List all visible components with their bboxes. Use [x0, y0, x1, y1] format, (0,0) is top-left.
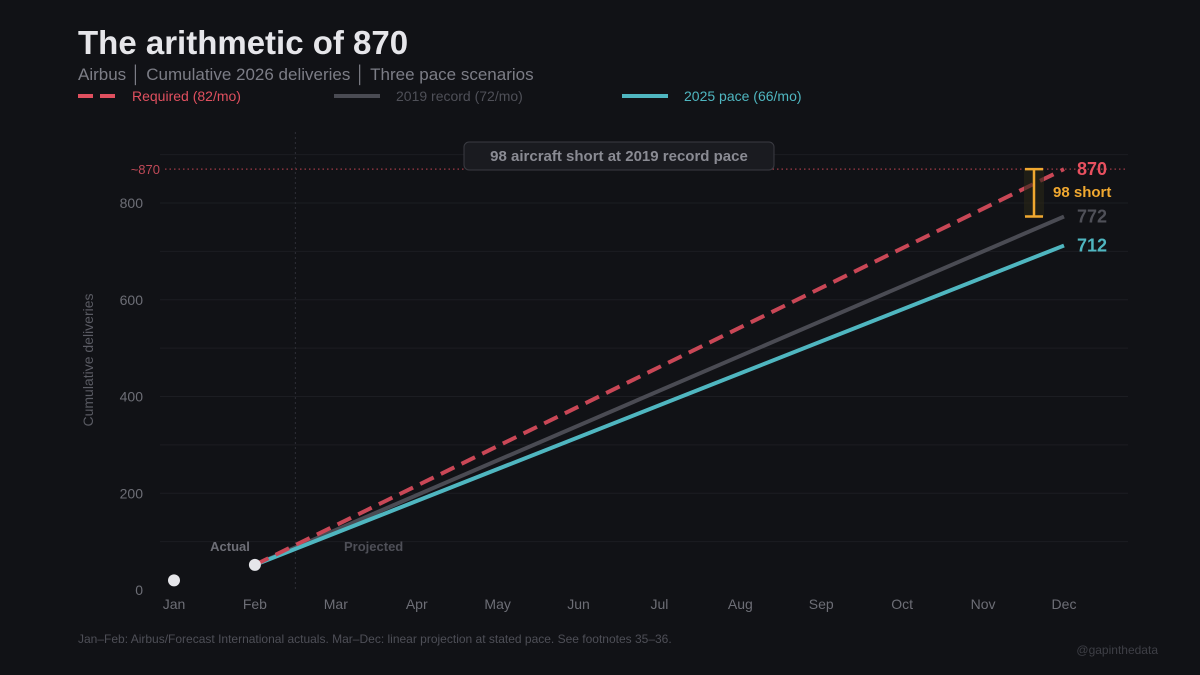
y-tick-label: 200	[120, 485, 144, 501]
legend-label: 2025 pace (66/mo)	[684, 88, 802, 104]
end-label: 712	[1077, 236, 1107, 256]
reference-label: ~870	[131, 162, 160, 177]
actual-label: Actual	[210, 539, 250, 554]
y-tick-label: 800	[120, 195, 144, 211]
x-tick-label: Sep	[809, 596, 834, 612]
legend-item-2025-pace: 2025 pace (66/mo)	[622, 88, 802, 104]
credit: @gapinthedata	[1076, 643, 1158, 657]
x-tick-label: May	[484, 596, 510, 612]
series-line-1	[254, 214, 1065, 567]
y-tick-label: 600	[120, 292, 144, 308]
y-tick-label: 0	[135, 582, 143, 598]
gap-label: 98 short	[1053, 184, 1111, 201]
line-swatch-icon	[334, 94, 380, 98]
legend-item-2019-record: 2019 record (72/mo)	[334, 88, 523, 104]
x-tick-label: Jan	[163, 596, 186, 612]
x-tick-label: Apr	[406, 596, 428, 612]
x-tick-label: Aug	[728, 596, 753, 612]
callout-box	[463, 141, 775, 171]
end-label: 772	[1077, 207, 1107, 227]
x-tick-label: Jul	[651, 596, 669, 612]
footnote: Jan–Feb: Airbus/Forecast International a…	[78, 632, 672, 646]
callout-text: 98 aircraft short at 2019 record pace	[490, 148, 748, 165]
x-tick-label: Oct	[891, 596, 913, 612]
x-tick-label: Mar	[324, 596, 348, 612]
line-swatch-icon	[622, 94, 668, 98]
x-tick-label: Dec	[1052, 596, 1077, 612]
x-tick-label: Feb	[243, 596, 267, 612]
page-subtitle: Airbus │ Cumulative 2026 deliveries │ Th…	[78, 65, 534, 84]
y-axis-label: Cumulative deliveries	[80, 293, 96, 426]
actual-point-feb	[248, 558, 261, 571]
legend-label: 2019 record (72/mo)	[396, 88, 523, 104]
actual-point-jan	[168, 574, 180, 587]
x-tick-label: Jun	[567, 596, 590, 612]
legend-item-required: Required (82/mo)	[78, 88, 241, 104]
series-line-2	[254, 243, 1065, 567]
x-tick-label: Nov	[971, 596, 996, 612]
projected-label: Projected	[344, 539, 403, 554]
page-title: The arithmetic of 870	[78, 24, 409, 61]
dashed-swatch-icon	[78, 94, 116, 98]
y-tick-label: 400	[120, 389, 144, 405]
series-line-0	[254, 167, 1065, 567]
end-label: 870	[1077, 159, 1107, 179]
legend-label: Required (82/mo)	[132, 88, 241, 104]
